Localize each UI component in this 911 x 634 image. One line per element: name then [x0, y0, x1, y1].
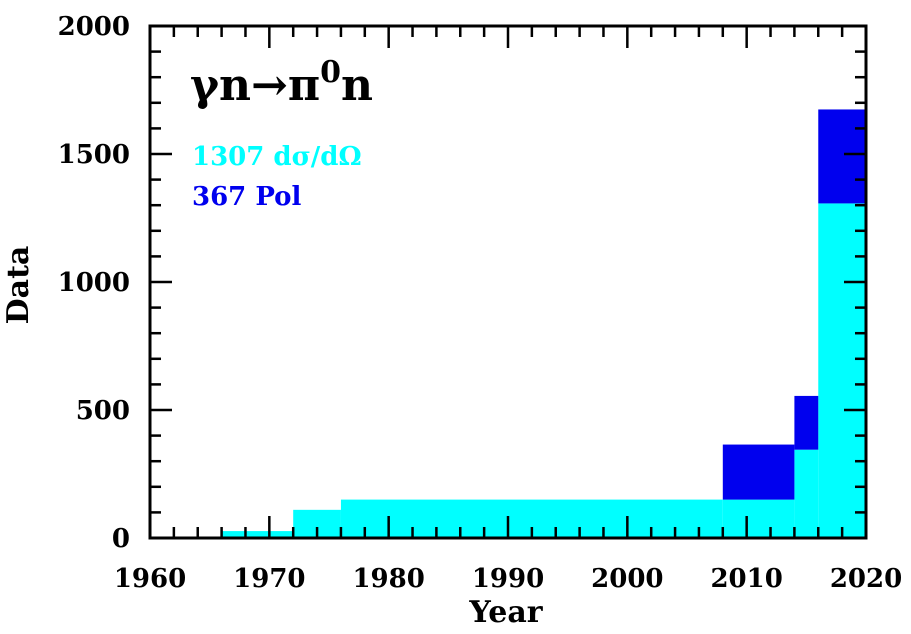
area-bin-367-pol-2016	[818, 109, 866, 204]
x-tick-label-1990: 1990	[472, 564, 544, 594]
tick-marks	[148, 24, 868, 540]
x-tick-label-2010: 2010	[710, 564, 782, 594]
y-axis-title: Data	[1, 246, 36, 325]
y-tick-label-0: 0	[112, 524, 130, 554]
y-tick-label-2000: 2000	[58, 12, 130, 42]
x-axis-title: Year	[468, 595, 543, 630]
y-tick-label-1000: 1000	[58, 268, 130, 298]
x-tick-label-1960: 1960	[114, 564, 186, 594]
x-tick-label-2000: 2000	[591, 564, 663, 594]
x-tick-labels: 1960 1970 1980 1990 2000 2010 2020	[114, 564, 902, 594]
x-tick-label-1980: 1980	[352, 564, 424, 594]
legend-entry-pol: 367 Pol	[192, 182, 302, 212]
x-tick-label-2020: 2020	[830, 564, 902, 594]
legend-entry-dsigma: 1307 dσ/dΩ	[192, 142, 362, 172]
area-bin-1307-d-d-1966	[221, 531, 294, 538]
area-bin-1307-d-d-2016	[818, 203, 866, 538]
reaction-title: γn→π0n	[190, 55, 373, 111]
y-tick-label-1500: 1500	[58, 140, 130, 170]
y-tick-labels: 0 500 1000 1500 2000	[58, 12, 130, 554]
area-series-group	[221, 109, 866, 538]
y-tick-label-500: 500	[76, 396, 130, 426]
x-tick-label-1970: 1970	[233, 564, 305, 594]
area-bin-367-pol-2008	[722, 444, 795, 500]
area-bin-1307-d-d-2008	[722, 499, 795, 538]
area-bin-1307-d-d-2014	[794, 449, 819, 538]
area-bin-367-pol-2014	[794, 395, 819, 450]
